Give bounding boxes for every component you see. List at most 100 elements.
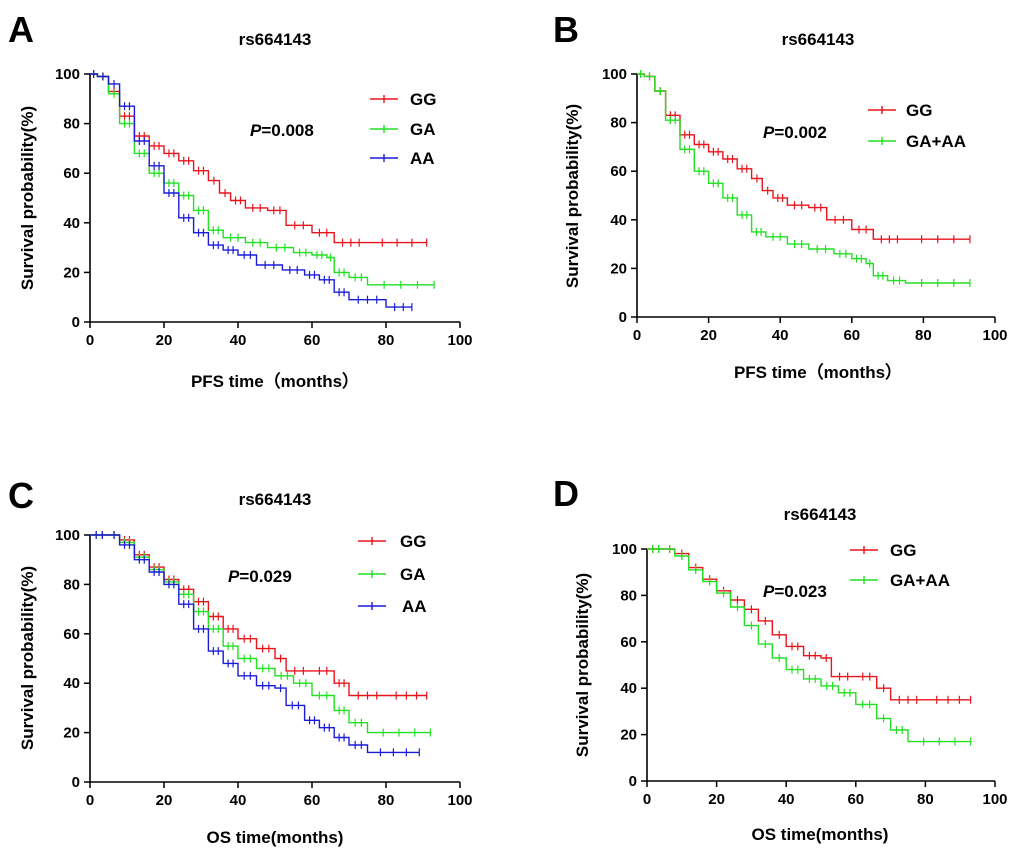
y-tick-label-c-0: 0 — [72, 774, 80, 791]
censor-marks-gg-c — [95, 531, 428, 700]
y-axis-label-a: Survival probability(%) — [18, 106, 37, 290]
p-value-a: P=0.008 — [250, 121, 314, 140]
y-tick-label-b-20: 20 — [610, 260, 627, 277]
x-axis-label-b: PFS time（months） — [734, 362, 902, 382]
survival-curve-gaaa-d — [647, 548, 971, 743]
x-axis-label-d: OS time(months) — [752, 825, 889, 844]
x-tick-label-c-80: 80 — [378, 792, 395, 809]
legend-item-aa-a: AA — [370, 149, 435, 168]
survival-curve-ga-a — [90, 73, 435, 286]
p-symbol-a: P — [250, 121, 262, 140]
panel-letter-a: A — [8, 9, 34, 50]
p-value-d: P=0.023 — [763, 582, 827, 601]
legend-label-gg-a: GG — [410, 90, 436, 109]
legend-item-aa-c: AA — [358, 597, 427, 616]
x-tick-label-d-60: 60 — [847, 791, 864, 808]
y-tick-label-a-40: 40 — [63, 215, 80, 232]
legend-item-ga-a: GA — [370, 120, 436, 139]
censor-marks-ga-a — [93, 70, 435, 289]
panel-letter-c: C — [8, 475, 34, 516]
survival-curve-gaaa-b — [637, 73, 970, 284]
y-tick-label-c-100: 100 — [55, 527, 80, 544]
y-tick-label-a-100: 100 — [55, 66, 80, 83]
x-tick-label-a-100: 100 — [447, 332, 472, 349]
survival-curve-aa-a — [90, 73, 412, 308]
x-tick-label-a-80: 80 — [378, 332, 395, 349]
censor-marks-gaaa-b — [639, 70, 971, 287]
survival-curve-aa-c — [90, 534, 420, 754]
x-tick-label-a-40: 40 — [230, 332, 247, 349]
censor-marks-aa-c — [95, 531, 420, 757]
y-axis-label-c: Survival probability(%) — [18, 566, 37, 750]
x-tick-label-d-40: 40 — [778, 791, 795, 808]
censor-marks-gg-b — [639, 70, 971, 244]
chart-title-d: rs664143 — [784, 505, 857, 524]
p-number-d: =0.023 — [774, 582, 826, 601]
survival-curve-gg-b — [637, 73, 970, 240]
y-tick-label-b-100: 100 — [602, 66, 627, 83]
legend-label-ga-c: GA — [400, 565, 426, 584]
x-tick-label-b-20: 20 — [700, 327, 717, 344]
legend-item-gg-a: GG — [370, 90, 436, 109]
y-tick-label-b-80: 80 — [610, 115, 627, 132]
x-tick-label-c-40: 40 — [230, 792, 247, 809]
y-tick-label-b-0: 0 — [619, 309, 627, 326]
x-axis-label-c: OS time(months) — [207, 828, 344, 847]
y-tick-label-a-20: 20 — [63, 264, 80, 281]
legend-item-gaaa-b: GA+AA — [868, 132, 966, 151]
y-tick-label-b-60: 60 — [610, 163, 627, 180]
p-symbol-b: P — [763, 123, 775, 142]
y-tick-label-c-80: 80 — [63, 576, 80, 593]
legend-item-gg-d: GG — [850, 541, 916, 560]
legend-item-ga-c: GA — [358, 565, 426, 584]
survival-curve-ga-c — [90, 534, 431, 734]
y-tick-label-a-60: 60 — [63, 165, 80, 182]
x-tick-label-d-0: 0 — [643, 791, 651, 808]
censor-marks-aa-a — [93, 70, 413, 312]
y-tick-label-c-20: 20 — [63, 725, 80, 742]
legend-label-gaaa-d: GA+AA — [890, 571, 950, 590]
p-value-c: P=0.029 — [228, 567, 292, 586]
panel-letter-b: B — [553, 9, 579, 50]
y-axis-label-d: Survival probability(%) — [573, 573, 592, 757]
y-tick-label-c-40: 40 — [63, 675, 80, 692]
y-tick-label-d-60: 60 — [620, 634, 637, 651]
chart-title-b: rs664143 — [782, 30, 855, 49]
legend-label-ga-a: GA — [410, 120, 436, 139]
p-symbol-d: P — [763, 582, 775, 601]
legend-label-aa-a: AA — [410, 149, 435, 168]
x-tick-label-c-100: 100 — [447, 792, 472, 809]
panel-b: B rs664143 PFS time（months） Survival pro… — [553, 9, 1008, 382]
y-tick-label-d-40: 40 — [620, 680, 637, 697]
x-tick-label-a-60: 60 — [304, 332, 321, 349]
y-tick-label-b-40: 40 — [610, 212, 627, 229]
x-axis-label-a: PFS time（months） — [191, 371, 359, 391]
legend-item-gg-c: GG — [358, 532, 426, 551]
y-tick-label-c-60: 60 — [63, 626, 80, 643]
legend-item-gg-b: GG — [868, 101, 932, 120]
chart-title-a: rs664143 — [239, 30, 312, 49]
p-number-a: =0.008 — [261, 121, 313, 140]
p-number-b: =0.002 — [774, 123, 826, 142]
p-number-c: =0.029 — [239, 567, 291, 586]
y-tick-label-d-20: 20 — [620, 727, 637, 744]
x-tick-label-a-0: 0 — [86, 332, 94, 349]
chart-title-c: rs664143 — [239, 490, 312, 509]
legend-label-gg-c: GG — [400, 532, 426, 551]
panel-letter-d: D — [553, 473, 579, 514]
x-tick-label-b-40: 40 — [772, 327, 789, 344]
x-tick-label-b-60: 60 — [843, 327, 860, 344]
p-symbol-c: P — [228, 567, 240, 586]
panel-a: A rs664143 PFS time（months） Survival pro… — [8, 9, 473, 391]
y-tick-label-a-0: 0 — [72, 314, 80, 331]
legend-label-aa-c: AA — [402, 597, 427, 616]
x-tick-label-d-100: 100 — [982, 791, 1007, 808]
x-tick-label-b-100: 100 — [982, 327, 1007, 344]
legend-item-gaaa-d: GA+AA — [850, 571, 950, 590]
x-tick-label-b-80: 80 — [915, 327, 932, 344]
x-tick-label-d-80: 80 — [917, 791, 934, 808]
x-tick-label-d-20: 20 — [708, 791, 725, 808]
y-axis-label-b: Survival probability(%) — [563, 104, 582, 288]
censor-marks-gg-d — [652, 545, 972, 704]
